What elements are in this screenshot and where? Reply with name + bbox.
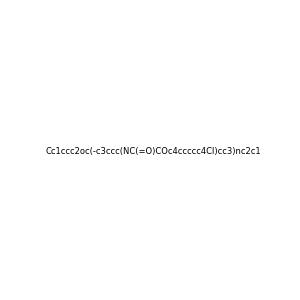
Text: Cc1ccc2oc(-c3ccc(NC(=O)COc4ccccc4Cl)cc3)nc2c1: Cc1ccc2oc(-c3ccc(NC(=O)COc4ccccc4Cl)cc3)… — [46, 147, 262, 156]
